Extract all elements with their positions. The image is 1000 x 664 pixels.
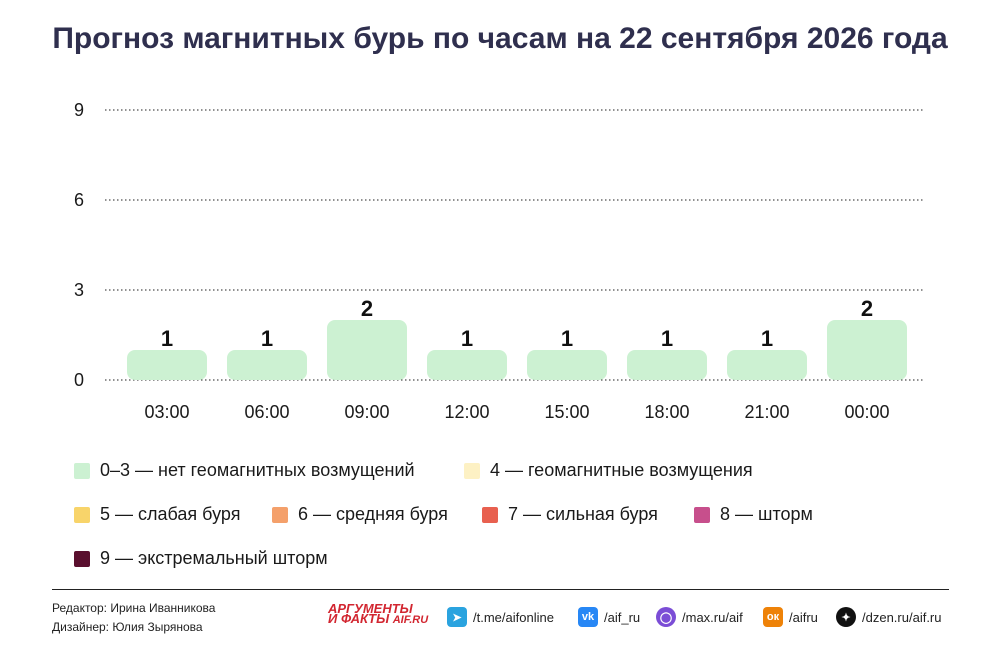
y-tick-label: 3 xyxy=(74,280,84,300)
legend-swatch xyxy=(272,506,288,523)
x-tick-label: 15:00 xyxy=(544,402,589,422)
credits: Редактор: Ирина Иванникова Дизайнер: Юли… xyxy=(52,599,215,637)
bar-chart: 0 3 6 9 1 03:00 1 06:00 2 09:00 1 12:00 1 15:00 1 18:00… xyxy=(74,100,925,422)
legend-item: 7 — сильная буря xyxy=(482,504,658,525)
social-ok-label: /aifru xyxy=(789,609,818,625)
legend-swatch xyxy=(74,506,90,523)
social-vk-label: /aif_ru xyxy=(604,609,641,625)
x-tick-label: 12:00 xyxy=(444,402,489,422)
legend-item: 6 — средняя буря xyxy=(272,504,448,525)
legend-swatch xyxy=(464,462,480,479)
max-icon: ◯ xyxy=(656,607,676,627)
legend-swatch xyxy=(694,506,710,523)
social-dzen-label: /dzen.ru/aif.ru xyxy=(862,609,942,625)
bar-value-label: 1 xyxy=(561,326,573,351)
x-tick-label: 21:00 xyxy=(744,402,789,422)
social-vk[interactable]: vk /aif_ru xyxy=(578,607,640,627)
bar xyxy=(327,320,407,380)
bar xyxy=(627,350,707,380)
social-telegram-label: /t.me/aifonline xyxy=(473,609,554,625)
bar xyxy=(127,350,207,380)
bar xyxy=(527,350,607,380)
legend-label: 0–3 — нет геомагнитных возмущений xyxy=(100,460,415,480)
social-ok[interactable]: ок /aifru xyxy=(763,607,818,627)
aif-logo[interactable]: АРГУМЕНТЫ И ФАКТЫ AIF.RU xyxy=(328,601,429,626)
legend-label: 9 — экстремальный шторм xyxy=(100,548,328,568)
vk-icon: vk xyxy=(578,607,598,627)
legend-label: 8 — шторм xyxy=(720,504,813,524)
ok-icon: ок xyxy=(763,607,783,627)
legend-label: 6 — средняя буря xyxy=(298,504,448,524)
bar-value-label: 1 xyxy=(461,326,473,351)
logo-line1: АРГУМЕНТЫ xyxy=(328,601,413,616)
logo-sub: AIF.RU xyxy=(392,614,429,626)
chart-title: Прогноз магнитных бурь по часам на 22 се… xyxy=(52,22,948,55)
legend-item: 8 — шторм xyxy=(694,504,813,525)
telegram-icon: ➤ xyxy=(447,607,467,627)
x-tick-label: 00:00 xyxy=(844,402,889,422)
legend-label: 5 — слабая буря xyxy=(100,504,241,524)
x-tick-label: 18:00 xyxy=(644,402,689,422)
bar xyxy=(227,350,307,380)
bar-value-label: 1 xyxy=(161,326,173,351)
dzen-icon: ✦ xyxy=(836,607,856,627)
x-tick-label: 06:00 xyxy=(244,402,289,422)
editor-credit: Редактор: Ирина Иванникова xyxy=(52,601,216,615)
x-tick-label: 09:00 xyxy=(344,402,389,422)
bar-value-label: 2 xyxy=(361,296,373,321)
legend-swatch xyxy=(482,506,498,523)
legend-item: 4 — геомагнитные возмущения xyxy=(464,460,753,481)
legend-label: 4 — геомагнитные возмущения xyxy=(490,460,753,480)
footer-divider xyxy=(52,589,949,590)
y-tick-label: 9 xyxy=(74,100,84,120)
social-telegram[interactable]: ➤ /t.me/aifonline xyxy=(447,607,554,627)
legend-item: 9 — экстремальный шторм xyxy=(74,548,328,569)
bar xyxy=(827,320,907,380)
designer-credit: Дизайнер: Юлия Зырянова xyxy=(52,620,203,634)
social-max[interactable]: ◯ /max.ru/aif xyxy=(656,607,743,627)
bar-value-label: 2 xyxy=(861,296,873,321)
legend-item: 5 — слабая буря xyxy=(74,504,240,525)
social-max-label: /max.ru/aif xyxy=(682,609,743,625)
bar-value-label: 1 xyxy=(261,326,273,351)
bar xyxy=(727,350,807,380)
x-tick-label: 03:00 xyxy=(144,402,189,422)
bar-value-label: 1 xyxy=(661,326,673,351)
legend-swatch xyxy=(74,462,90,479)
logo-line2: И ФАКТЫ xyxy=(328,611,390,626)
bar-value-label: 1 xyxy=(761,326,773,351)
social-dzen[interactable]: ✦ /dzen.ru/aif.ru xyxy=(836,607,942,627)
bar xyxy=(427,350,507,380)
legend-swatch xyxy=(74,550,90,567)
legend-label: 7 — сильная буря xyxy=(508,504,658,524)
legend-item: 0–3 — нет геомагнитных возмущений xyxy=(74,460,415,481)
y-tick-label: 6 xyxy=(74,190,84,210)
y-tick-label: 0 xyxy=(74,370,84,390)
